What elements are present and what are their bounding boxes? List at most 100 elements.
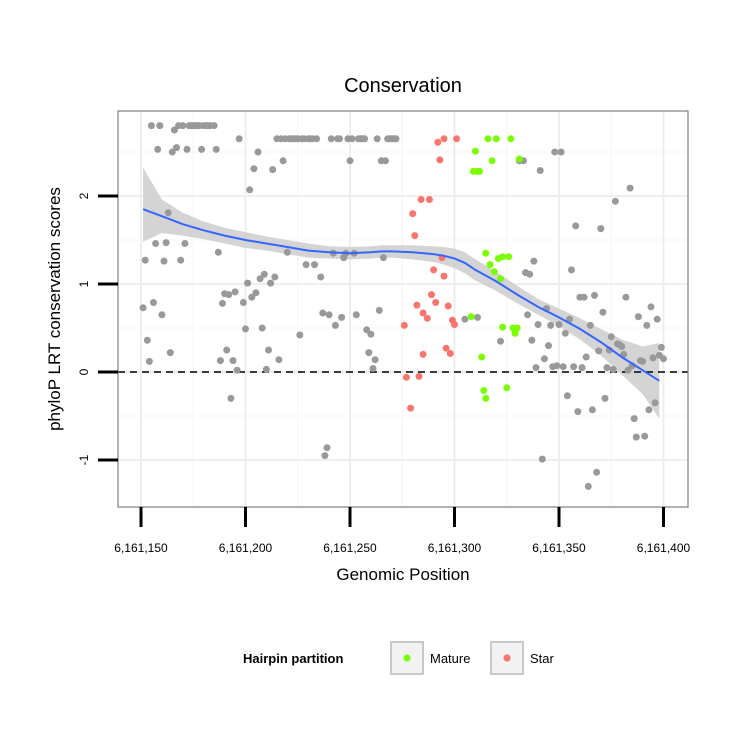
x-tick-label: 6,161,350	[532, 541, 586, 555]
point-other	[538, 455, 546, 463]
point-other	[160, 257, 168, 265]
point-other	[346, 157, 354, 165]
point-other	[568, 266, 575, 274]
point-star	[415, 372, 423, 380]
point-star	[444, 302, 452, 310]
point-star	[419, 309, 427, 317]
point-other	[233, 366, 241, 374]
point-other	[254, 148, 262, 156]
point-other	[260, 270, 268, 278]
point-other	[331, 321, 339, 329]
point-other	[150, 299, 157, 306]
point-other	[235, 135, 243, 143]
point-other	[212, 145, 220, 153]
point-mature	[486, 261, 494, 269]
point-other	[279, 157, 287, 165]
point-other	[624, 366, 632, 374]
y-axis: -1 0 1 2	[77, 192, 118, 465]
point-other	[647, 303, 655, 311]
point-other	[265, 346, 272, 354]
point-other	[649, 354, 657, 362]
point-other	[158, 311, 166, 319]
point-other	[311, 261, 318, 269]
legend-label-star: Star	[530, 651, 555, 666]
point-other	[626, 184, 634, 192]
point-mature	[515, 155, 523, 163]
point-other	[239, 299, 247, 306]
x-tick-label: 6,161,300	[428, 541, 482, 555]
point-other	[338, 313, 346, 321]
point-other	[645, 406, 653, 414]
point-other	[582, 353, 590, 361]
point-other	[183, 145, 191, 153]
point-other	[156, 122, 164, 130]
point-mature	[482, 249, 490, 257]
point-other	[545, 342, 552, 350]
point-other	[198, 145, 206, 153]
point-mature	[488, 157, 496, 165]
point-other	[373, 135, 381, 143]
point-other	[262, 365, 270, 373]
point-other	[551, 148, 559, 156]
plot-panel-border	[117, 110, 689, 508]
point-other	[258, 324, 266, 332]
point-other	[474, 313, 481, 321]
legend-marker-mature	[403, 654, 411, 662]
legend-label-mature: Mature	[430, 651, 470, 666]
point-mature	[497, 275, 504, 283]
point-mature	[484, 135, 492, 143]
point-other	[152, 240, 160, 247]
point-other	[143, 336, 151, 344]
point-other	[570, 363, 578, 371]
point-other	[580, 293, 588, 301]
point-other	[367, 330, 375, 338]
x-axis: 6,161,150 6,161,200 6,161,250 6,161,300 6,16…	[114, 507, 691, 555]
point-other	[375, 306, 383, 314]
point-other	[557, 148, 565, 156]
point-mature	[476, 167, 484, 175]
point-other	[566, 315, 573, 323]
point-other	[147, 122, 155, 130]
point-other	[634, 313, 642, 321]
point-other	[164, 209, 172, 217]
point-mature	[513, 324, 521, 332]
point-mature	[490, 268, 498, 276]
point-other	[595, 347, 603, 355]
point-other	[547, 321, 555, 329]
point-other	[173, 144, 180, 152]
point-other	[252, 289, 260, 297]
point-other	[256, 275, 264, 283]
point-other	[382, 157, 389, 165]
point-other	[229, 357, 237, 365]
point-other	[369, 365, 377, 372]
point-other	[319, 309, 327, 317]
point-other	[283, 248, 291, 256]
point-star	[434, 138, 442, 146]
point-other	[578, 364, 586, 372]
point-mature	[499, 323, 507, 331]
point-other	[461, 315, 469, 323]
point-other	[603, 364, 611, 372]
point-star	[423, 314, 431, 322]
point-other	[586, 321, 594, 329]
point-other	[632, 433, 640, 441]
point-other	[348, 135, 356, 143]
x-tick-label: 6,161,400	[637, 541, 691, 555]
point-other	[323, 444, 331, 452]
point-star	[407, 404, 415, 412]
point-other	[177, 256, 185, 264]
point-star	[428, 291, 435, 299]
point-other	[275, 356, 283, 364]
point-other	[162, 239, 170, 247]
point-other	[296, 331, 304, 339]
point-star	[440, 272, 448, 280]
point-other	[269, 166, 277, 174]
point-star	[442, 344, 450, 352]
point-other	[246, 186, 254, 194]
point-other	[302, 261, 310, 269]
point-other	[532, 364, 540, 372]
y-tick-label: 1	[77, 280, 91, 287]
point-other	[313, 135, 321, 143]
point-star	[453, 135, 461, 143]
